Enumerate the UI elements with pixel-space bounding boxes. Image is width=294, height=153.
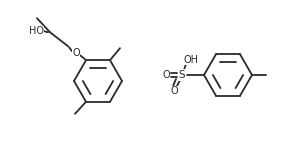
Text: O: O (72, 48, 80, 58)
Text: S: S (179, 70, 185, 80)
Text: OH: OH (183, 55, 198, 65)
Text: O: O (170, 86, 178, 96)
Text: HO: HO (29, 26, 44, 36)
Text: O: O (162, 70, 170, 80)
